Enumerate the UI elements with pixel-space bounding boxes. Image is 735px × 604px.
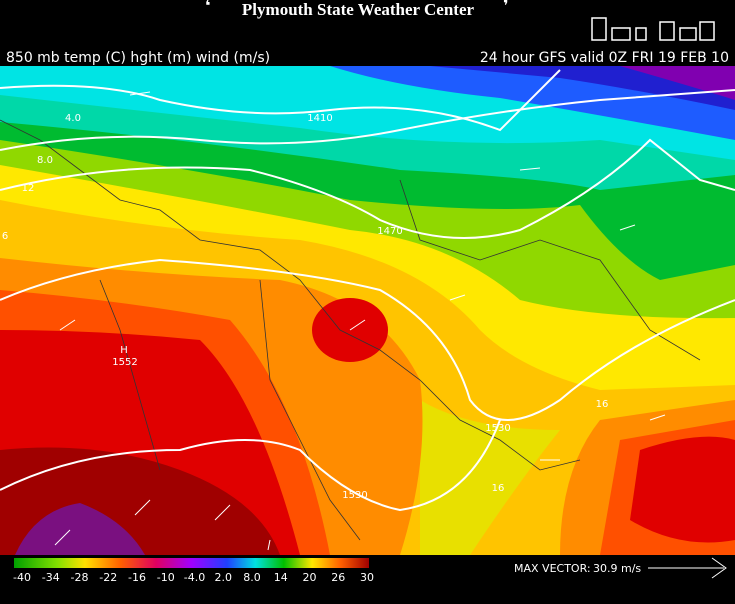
colorbar-label: -34 xyxy=(42,571,60,584)
max-vector-label: MAX VECTOR: xyxy=(514,562,591,575)
temp-band xyxy=(630,436,735,543)
contour-label: 1530 xyxy=(485,423,510,434)
temp-band xyxy=(620,66,735,100)
left-caption: 850 mb temp (C) hght (m) wind (m/s) xyxy=(6,50,270,66)
contour-label: 1552 xyxy=(112,357,137,368)
temp-band xyxy=(15,503,145,555)
wind-arrows xyxy=(54,91,666,551)
contour-label: 1470 xyxy=(377,226,402,237)
contour-label: 12 xyxy=(22,183,35,194)
height-contour xyxy=(0,419,501,512)
colorbar-label: -10 xyxy=(157,571,175,584)
colorbar-label: 8.0 xyxy=(243,571,261,584)
colorbar-label: -28 xyxy=(71,571,89,584)
title: Plymouth State Weather Center xyxy=(242,0,475,19)
contour-label: 6 xyxy=(2,231,8,242)
right-caption: 24 hour GFS valid 0Z FRI 19 FEB 10 xyxy=(480,50,729,66)
high-marker: H xyxy=(120,345,128,356)
max-vector-arrow xyxy=(648,557,727,579)
logo-mark: ❜ xyxy=(503,0,509,15)
contour-label: 1410 xyxy=(307,113,332,124)
logo-mark: ❛ xyxy=(205,0,211,15)
colorbar xyxy=(14,558,369,568)
height-contour xyxy=(0,258,735,421)
contour-label: 4.0 xyxy=(65,113,81,124)
height-contour xyxy=(0,69,561,132)
colorbar-label: 26 xyxy=(331,571,345,584)
colorbar-label: -4.0 xyxy=(184,571,205,584)
colorbar-label: 2.0 xyxy=(215,571,233,584)
temp-band xyxy=(420,400,560,555)
map: 4.0 8.0 12 6 1410 1470 H 1552 1530 1530 … xyxy=(0,66,735,555)
colorbar-label: -40 xyxy=(13,571,31,584)
colorbar-label: 14 xyxy=(274,571,288,584)
colorbar-label: -22 xyxy=(99,571,117,584)
max-vector-value: 30.9 m/s xyxy=(593,562,641,575)
contour-label: 16 xyxy=(596,399,609,410)
colorbar-label: 30 xyxy=(360,571,374,584)
contour-label: 1530 xyxy=(342,490,367,501)
height-contour xyxy=(0,89,735,151)
contour-label: 8.0 xyxy=(37,155,53,166)
colorbar-label: 20 xyxy=(303,571,317,584)
height-contour xyxy=(0,138,735,239)
colorbar-labels: -40 -34 -28 -22 -16 -10 -4.0 2.0 8.0 14 20 26 30 xyxy=(13,571,374,584)
logo xyxy=(591,17,715,41)
borders xyxy=(0,119,701,541)
colorbar-label: -16 xyxy=(128,571,146,584)
contour-label: 16 xyxy=(492,483,505,494)
